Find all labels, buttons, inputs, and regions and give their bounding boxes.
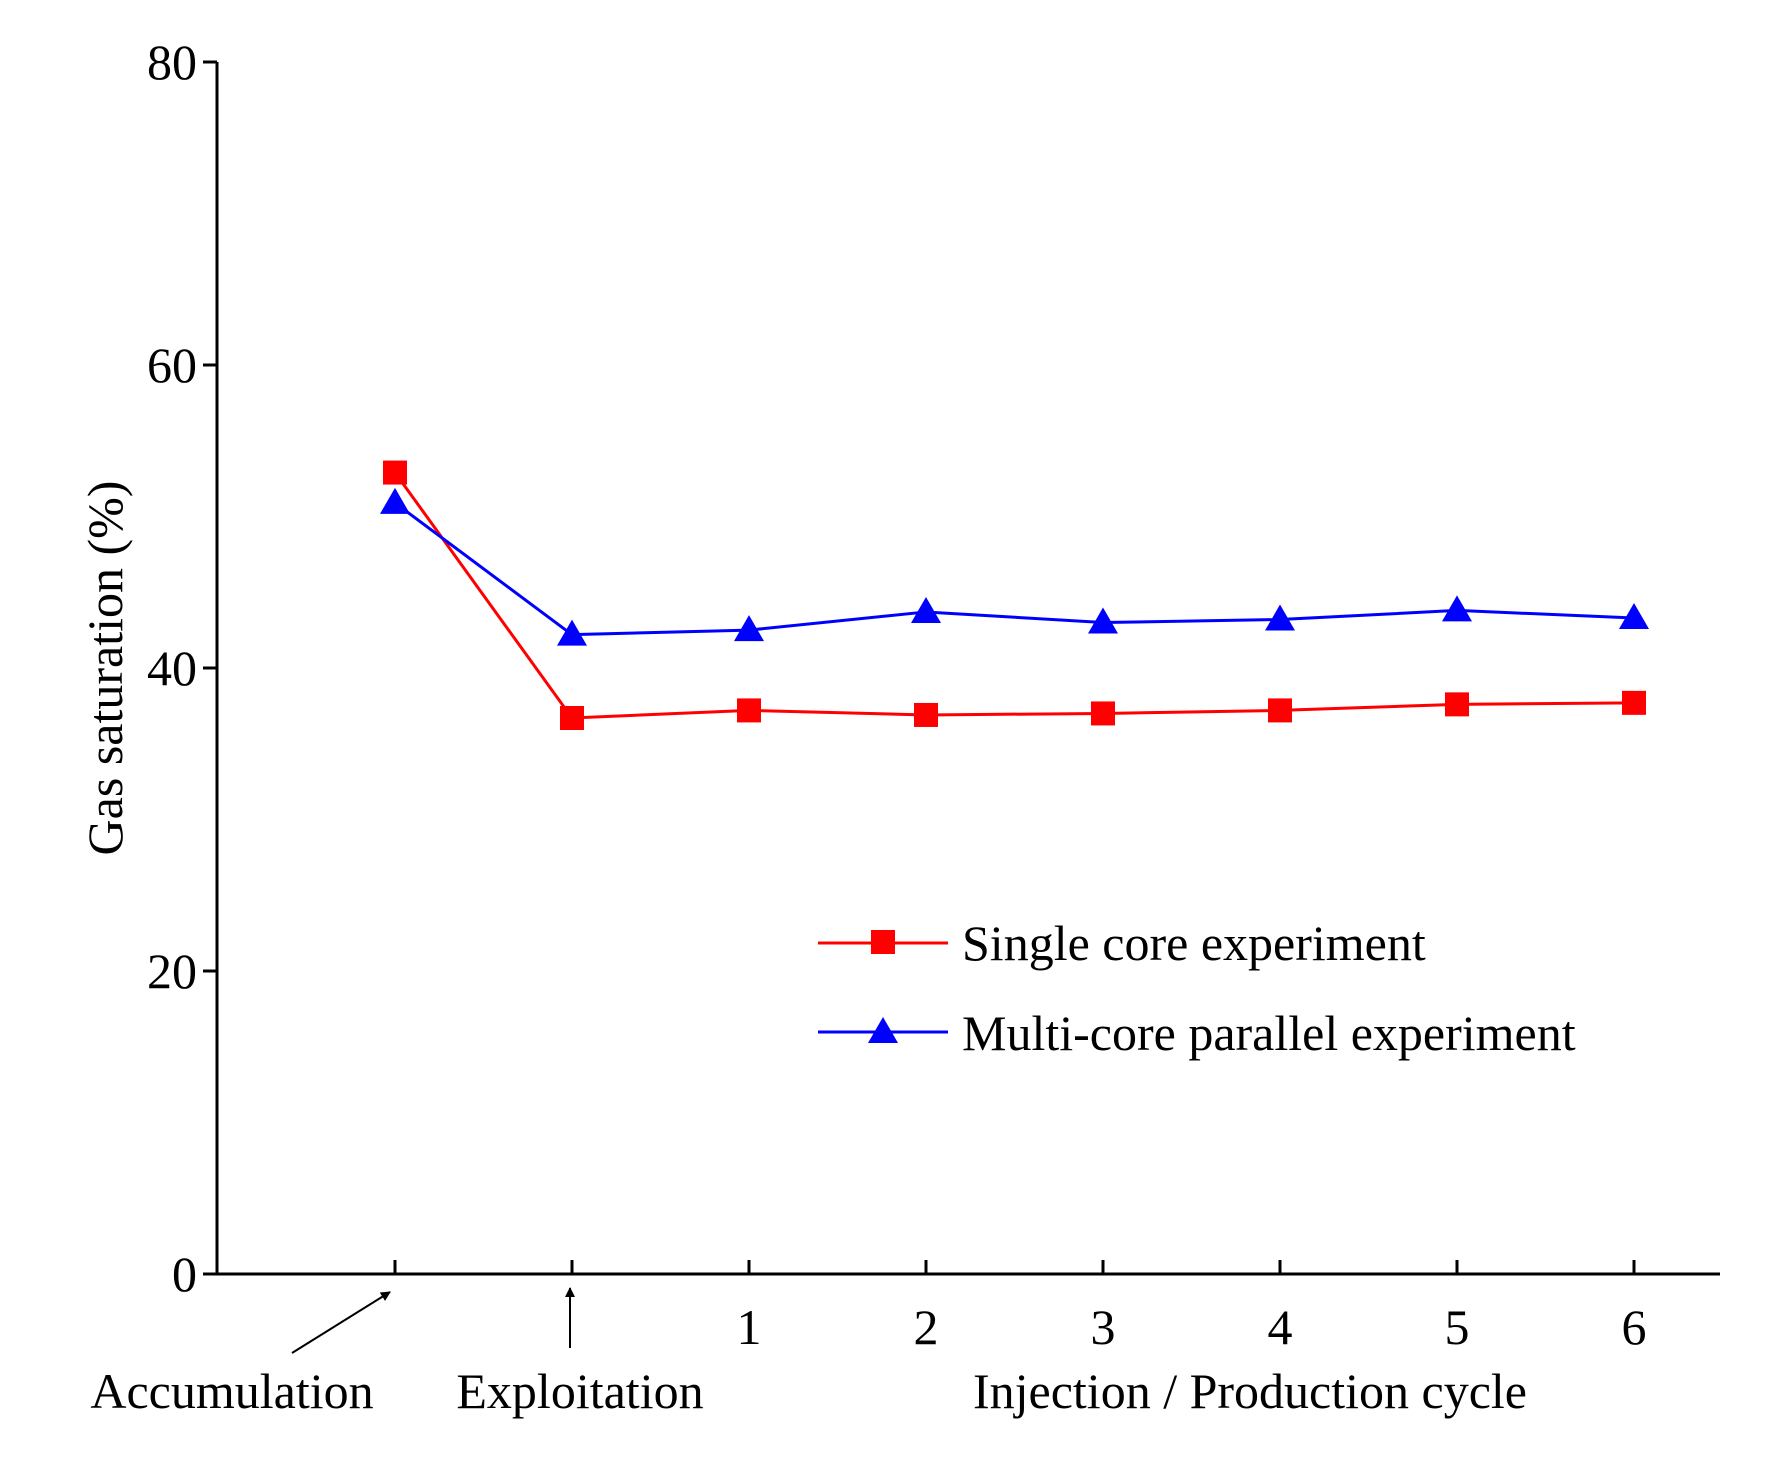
legend-marker-single	[871, 930, 895, 954]
x-tick-label: 3	[1091, 1299, 1116, 1355]
data-point-triangle	[734, 615, 764, 642]
y-tick-label: 40	[147, 640, 197, 696]
data-point-square	[560, 705, 584, 730]
x-ticks: 1 2 3 4 5 6	[393, 1260, 1647, 1355]
series-single-core	[383, 460, 1646, 730]
x-tick-label: 6	[1622, 1299, 1647, 1355]
data-point-triangle	[911, 596, 941, 623]
x-tick-label: 2	[914, 1299, 939, 1355]
series-layer	[380, 460, 1649, 730]
legend-label-multi: Multi-core parallel experiment	[962, 1005, 1576, 1061]
x-tick-label: 1	[737, 1299, 762, 1355]
data-point-triangle	[380, 487, 410, 514]
data-point-triangle	[1088, 607, 1118, 634]
data-point-square	[914, 702, 938, 727]
data-point-square	[737, 698, 761, 723]
x-axis-title: Injection / Production cycle	[973, 1363, 1527, 1419]
data-point-triangle	[1619, 603, 1649, 630]
y-axis-title: Gas saturation (%)	[77, 481, 133, 856]
data-point-square	[1268, 698, 1292, 723]
series-multi-core	[380, 487, 1649, 646]
y-tick-label: 80	[147, 34, 197, 90]
y-tick-label: 20	[147, 943, 197, 999]
series-line	[394, 501, 1635, 637]
data-point-square	[1091, 701, 1115, 726]
legend: Single core experiment Multi-core parall…	[818, 915, 1576, 1061]
series-line	[393, 471, 1635, 720]
data-point-square	[1622, 690, 1646, 715]
accumulation-arrow	[291, 1291, 391, 1354]
x-tick-label: 5	[1445, 1299, 1470, 1355]
y-tick-label: 0	[172, 1246, 197, 1302]
data-point-square	[1445, 692, 1469, 717]
data-point-triangle	[1442, 595, 1472, 622]
data-point-triangle	[557, 619, 587, 646]
stage-label-exploitation: Exploitation	[456, 1363, 703, 1419]
y-tick-label: 60	[147, 337, 197, 393]
legend-marker-multi	[868, 1017, 898, 1043]
stage-label-accumulation: Accumulation	[90, 1363, 373, 1419]
y-ticks: 0 20 40 60 80	[147, 34, 217, 1302]
axes	[215, 62, 1720, 1276]
legend-label-single: Single core experiment	[962, 915, 1426, 971]
data-point-square	[383, 460, 407, 485]
x-tick-label: 4	[1268, 1299, 1293, 1355]
data-point-triangle	[1265, 604, 1295, 631]
